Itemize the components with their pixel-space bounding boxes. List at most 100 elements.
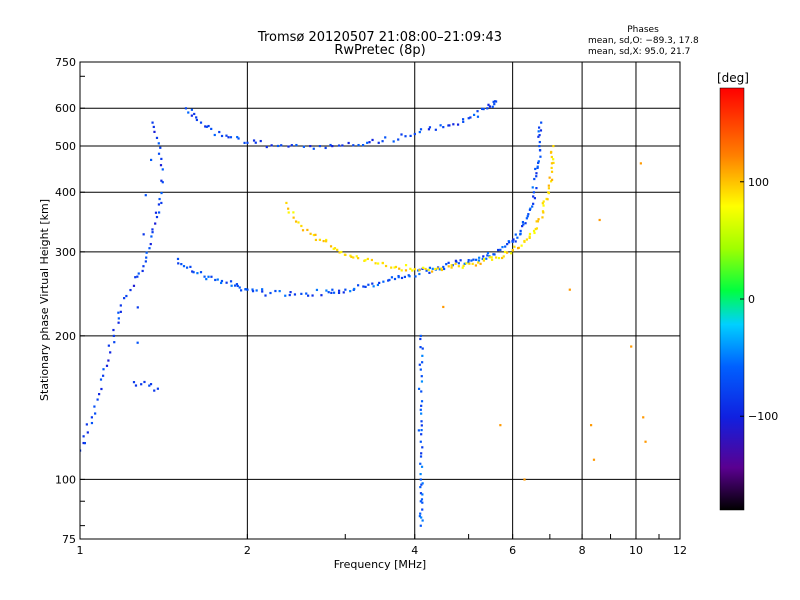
y-tick-label: 300 <box>55 246 76 259</box>
data-point <box>550 178 554 181</box>
data-point <box>419 492 423 495</box>
data-point <box>457 262 460 265</box>
data-point <box>129 288 132 292</box>
data-point <box>438 268 441 271</box>
data-point <box>539 155 542 158</box>
data-point <box>490 256 493 259</box>
y-tick-label: 750 <box>55 56 76 69</box>
colorbar-tick-label: 100 <box>748 176 769 189</box>
data-point <box>205 125 208 128</box>
data-point <box>467 259 470 262</box>
data-point <box>476 115 480 118</box>
data-point <box>372 285 375 288</box>
data-point <box>516 236 519 239</box>
data-point <box>420 390 423 393</box>
data-point <box>302 145 306 148</box>
data-point <box>141 269 144 273</box>
data-point <box>421 501 424 504</box>
data-point <box>417 429 420 432</box>
data-point <box>550 180 553 183</box>
data-point <box>225 134 228 137</box>
data-point <box>521 225 524 228</box>
data-point <box>479 262 482 265</box>
data-point <box>159 146 162 149</box>
data-point <box>538 148 542 152</box>
data-point <box>337 291 341 295</box>
data-point <box>482 255 485 258</box>
data-point <box>117 317 120 320</box>
data-point <box>233 284 237 287</box>
data-point <box>160 179 163 182</box>
data-point <box>419 334 422 338</box>
data-point <box>392 140 395 143</box>
data-point <box>528 236 531 239</box>
data-point <box>349 290 352 293</box>
data-point <box>418 130 421 134</box>
data-point <box>477 261 480 264</box>
data-point <box>312 147 315 150</box>
data-point <box>349 254 352 257</box>
data-point <box>309 232 312 235</box>
data-point <box>485 257 488 260</box>
data-point <box>541 216 544 219</box>
data-point <box>230 284 233 287</box>
data-point <box>366 257 369 261</box>
data-point <box>390 266 393 269</box>
data-point <box>547 191 550 194</box>
data-point <box>274 289 277 293</box>
data-point <box>119 304 122 307</box>
data-point <box>420 428 423 432</box>
data-point <box>195 116 198 119</box>
data-point <box>506 243 509 246</box>
data-point <box>105 364 109 367</box>
data-point <box>177 262 180 265</box>
data-point <box>353 287 356 291</box>
data-point <box>123 297 126 300</box>
data-point <box>459 259 462 262</box>
data-point <box>550 155 553 159</box>
data-point <box>419 485 422 489</box>
data-point <box>159 164 163 167</box>
data-point <box>287 211 290 214</box>
data-point <box>161 168 164 171</box>
data-point <box>409 267 412 270</box>
data-point <box>117 321 120 324</box>
data-point <box>252 139 256 142</box>
data-point <box>536 220 540 223</box>
data-point <box>397 274 400 278</box>
data-point <box>409 134 412 137</box>
data-point <box>419 408 422 411</box>
phases-mean-o: mean, sd,O: −89.3, 17.8 <box>588 36 699 46</box>
data-point <box>93 405 96 408</box>
data-point <box>314 233 317 236</box>
data-point <box>644 440 647 443</box>
data-point <box>390 276 394 279</box>
data-point <box>539 129 543 132</box>
data-point <box>421 493 424 496</box>
data-point <box>467 117 470 120</box>
data-point <box>488 256 491 259</box>
data-point <box>289 291 292 294</box>
data-point <box>102 368 105 371</box>
data-point <box>204 125 207 128</box>
data-point <box>532 229 536 233</box>
data-point <box>107 359 110 362</box>
data-point <box>400 269 403 272</box>
data-point <box>158 197 161 201</box>
data-point <box>448 124 451 127</box>
data-point <box>136 341 139 344</box>
data-point <box>284 294 287 297</box>
data-point <box>454 259 457 262</box>
data-point <box>528 235 531 238</box>
data-point <box>157 152 161 155</box>
data-point <box>486 107 489 110</box>
data-point <box>364 259 367 262</box>
data-point <box>113 341 116 344</box>
data-point <box>442 305 445 309</box>
data-point <box>418 515 421 518</box>
data-point <box>301 229 305 232</box>
data-point <box>421 446 424 449</box>
data-point <box>457 265 460 268</box>
data-point <box>501 256 504 260</box>
data-point <box>382 280 385 283</box>
